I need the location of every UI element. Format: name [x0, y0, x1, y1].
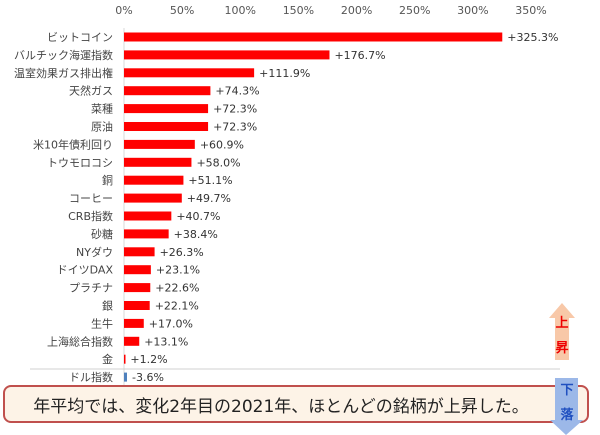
- bar: [124, 354, 126, 364]
- category-label: 温室効果ガス排出権: [14, 66, 113, 80]
- bar: [124, 68, 255, 78]
- bar: [124, 229, 169, 239]
- category-label: ドイツDAX: [57, 264, 114, 277]
- x-tick-label: 350%: [515, 4, 546, 17]
- x-tick-label: 150%: [283, 4, 314, 17]
- bar: [124, 122, 209, 131]
- value-label: +22.6%: [155, 282, 199, 295]
- summary-callout: 年平均では、変化2年目の2021年、ほとんどの銘柄が上昇した。: [3, 385, 589, 423]
- down-arrow-label-2: 落: [560, 408, 574, 423]
- category-label: バルチック海運指数: [14, 48, 113, 62]
- value-label: +22.1%: [155, 300, 199, 313]
- bar: [124, 265, 151, 275]
- value-label: +72.3%: [213, 103, 257, 116]
- value-label: +58.0%: [196, 156, 240, 169]
- x-tick-label: 0%: [115, 4, 132, 17]
- category-label: ビットコイン: [47, 31, 113, 44]
- bar: [124, 247, 155, 257]
- category-label: 生牛: [91, 316, 113, 330]
- value-label: +38.4%: [174, 228, 218, 241]
- down-arrow-icon: [550, 378, 583, 435]
- value-label: +17.0%: [149, 317, 193, 330]
- category-label: 米10年債利回り: [33, 137, 113, 151]
- bar: [124, 283, 151, 293]
- x-tick-label: 100%: [225, 4, 256, 17]
- x-tick-label: 250%: [399, 4, 430, 17]
- bar: [124, 32, 503, 42]
- value-label: +72.3%: [213, 121, 257, 134]
- bar: [124, 318, 144, 328]
- category-label: 銅: [102, 173, 113, 187]
- category-label: NYダウ: [76, 245, 113, 259]
- bar: [124, 104, 209, 114]
- up-arrow-label-1: 上: [555, 316, 569, 331]
- value-label: +176.7%: [334, 49, 385, 62]
- value-label: +23.1%: [156, 264, 200, 277]
- bar: [124, 175, 184, 185]
- value-label: +74.3%: [215, 85, 259, 98]
- category-label: プラチナ: [69, 282, 113, 295]
- category-label: 天然ガス: [69, 84, 113, 98]
- bar: [124, 139, 195, 149]
- value-label: -3.6%: [132, 371, 164, 384]
- bar: [124, 372, 127, 382]
- value-label: +325.3%: [507, 31, 558, 44]
- value-label: +111.9%: [259, 67, 310, 80]
- value-label: +13.1%: [144, 335, 188, 348]
- category-label: トウモロコシ: [47, 156, 113, 169]
- category-label: 上海総合指数: [47, 334, 113, 348]
- category-label: 菜種: [91, 102, 113, 116]
- x-tick-label: 200%: [341, 4, 372, 17]
- bar: [124, 50, 330, 60]
- x-tick-label: 300%: [457, 4, 488, 17]
- bar: [124, 157, 192, 167]
- bar: [124, 193, 182, 203]
- category-label: 銀: [102, 299, 113, 313]
- value-label: +51.1%: [188, 174, 232, 187]
- bar: [124, 301, 150, 310]
- bar: [124, 211, 172, 221]
- category-label: 砂糖: [91, 227, 113, 241]
- category-label: 原油: [91, 120, 113, 134]
- value-label: +60.9%: [200, 138, 244, 151]
- down-arrow-label-1: 下: [560, 383, 574, 398]
- bar: [124, 86, 211, 96]
- value-label: +26.3%: [160, 246, 204, 259]
- value-label: +1.2%: [130, 353, 167, 366]
- up-arrow-icon: [549, 303, 575, 360]
- category-label: CRB指数: [68, 209, 113, 223]
- value-label: +49.7%: [187, 192, 231, 205]
- value-label: +40.7%: [176, 210, 220, 223]
- category-label: ドル指数: [69, 370, 113, 384]
- x-tick-label: 50%: [170, 4, 194, 17]
- category-label: コーヒー: [69, 192, 113, 205]
- category-label: 金: [102, 352, 113, 366]
- up-arrow-label-2: 昇: [555, 341, 569, 356]
- bar: [124, 336, 140, 346]
